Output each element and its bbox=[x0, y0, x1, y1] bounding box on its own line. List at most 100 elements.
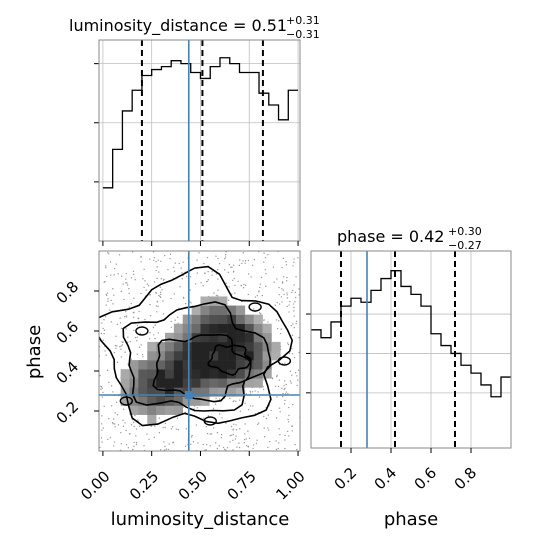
sample-point bbox=[239, 428, 241, 430]
sample-point bbox=[286, 292, 288, 294]
sample-point bbox=[156, 301, 158, 303]
sample-point bbox=[133, 273, 135, 276]
density-cell bbox=[191, 360, 201, 370]
density-cell bbox=[227, 378, 237, 388]
sample-point bbox=[291, 347, 293, 350]
sample-point bbox=[245, 438, 247, 440]
sample-point bbox=[190, 436, 193, 438]
sample-point bbox=[221, 417, 223, 419]
sample-point bbox=[280, 296, 283, 298]
sample-point bbox=[158, 432, 161, 434]
phase-title-minus: −0.27 bbox=[448, 239, 482, 252]
sample-point bbox=[125, 328, 127, 330]
sample-point bbox=[189, 276, 192, 278]
sample-point bbox=[217, 257, 219, 260]
sample-point bbox=[216, 268, 219, 271]
density-cell bbox=[164, 341, 175, 352]
sample-point bbox=[274, 304, 276, 306]
y-tick-label: 0.6 bbox=[53, 318, 83, 348]
sample-point bbox=[248, 437, 251, 439]
sample-point bbox=[294, 301, 296, 303]
sample-point bbox=[212, 407, 215, 410]
sample-point bbox=[289, 301, 291, 303]
y-axis-label-phase: phase bbox=[24, 325, 45, 379]
density-cell bbox=[147, 414, 157, 425]
density-cell bbox=[200, 369, 210, 379]
density-cell bbox=[138, 387, 148, 397]
density-cell bbox=[235, 314, 246, 325]
sample-point bbox=[125, 272, 128, 275]
sample-point bbox=[122, 425, 125, 427]
sample-point bbox=[153, 436, 155, 439]
sample-point bbox=[215, 397, 217, 399]
sample-point bbox=[215, 442, 217, 444]
sample-point bbox=[259, 283, 262, 285]
density-cell bbox=[191, 396, 201, 406]
sample-point bbox=[220, 437, 223, 439]
sample-point bbox=[102, 391, 104, 394]
density-cell bbox=[209, 332, 219, 343]
phase-title: phase = 0.42 bbox=[337, 227, 444, 246]
sample-point bbox=[215, 294, 218, 296]
sample-point bbox=[128, 306, 130, 309]
sample-point bbox=[178, 262, 180, 265]
sample-point bbox=[143, 286, 145, 289]
luminosity_distance-histogram-step bbox=[102, 57, 299, 189]
density-cell bbox=[129, 405, 139, 415]
sample-point bbox=[215, 255, 217, 257]
sample-point bbox=[244, 260, 247, 262]
density-cell bbox=[227, 387, 237, 397]
sample-point bbox=[170, 326, 173, 329]
density-cell bbox=[218, 360, 228, 370]
density-cell bbox=[209, 360, 219, 370]
sample-point bbox=[101, 322, 103, 324]
sample-point bbox=[124, 351, 126, 353]
sample-point bbox=[110, 299, 112, 302]
sample-point bbox=[243, 438, 246, 441]
sample-point bbox=[136, 336, 138, 338]
sample-point bbox=[290, 382, 292, 384]
sample-point bbox=[117, 273, 119, 275]
sample-point bbox=[284, 439, 286, 441]
contour-island bbox=[119, 396, 134, 406]
sample-point bbox=[185, 275, 188, 278]
sample-point bbox=[286, 305, 288, 308]
sample-point bbox=[291, 374, 293, 376]
sample-point bbox=[200, 282, 202, 284]
sample-point bbox=[267, 446, 269, 449]
sample-point bbox=[111, 421, 114, 424]
sample-point bbox=[113, 441, 116, 443]
sample-point bbox=[107, 252, 109, 254]
x-tick-label: 0.8 bbox=[451, 464, 481, 494]
luminosity-distance-title-minus: −0.31 bbox=[286, 28, 320, 41]
sample-point bbox=[157, 259, 159, 261]
sample-point bbox=[277, 385, 280, 388]
sample-point bbox=[260, 276, 263, 279]
sample-point bbox=[258, 291, 260, 293]
sample-point bbox=[288, 414, 290, 417]
sample-point bbox=[126, 284, 129, 286]
sample-point bbox=[247, 408, 250, 411]
density-cell bbox=[244, 332, 254, 343]
sample-point bbox=[267, 321, 269, 323]
sample-point bbox=[249, 405, 252, 407]
sample-point bbox=[149, 303, 151, 306]
sample-point bbox=[169, 258, 171, 260]
sample-point bbox=[120, 443, 123, 445]
sample-point bbox=[146, 433, 148, 435]
sample-point bbox=[130, 277, 133, 279]
sample-point bbox=[140, 255, 142, 258]
sample-point bbox=[163, 449, 166, 451]
sample-point bbox=[274, 385, 277, 388]
density-cell bbox=[182, 332, 192, 343]
sample-point bbox=[143, 445, 145, 447]
sample-point bbox=[293, 261, 295, 264]
sample-point bbox=[115, 335, 117, 338]
density-cell bbox=[173, 360, 184, 370]
x-tick-label: 0.2 bbox=[331, 464, 361, 494]
sample-point bbox=[140, 344, 142, 346]
sample-point bbox=[132, 448, 134, 451]
density-cell bbox=[156, 387, 166, 397]
sample-point bbox=[109, 437, 112, 439]
sample-point bbox=[232, 264, 235, 266]
